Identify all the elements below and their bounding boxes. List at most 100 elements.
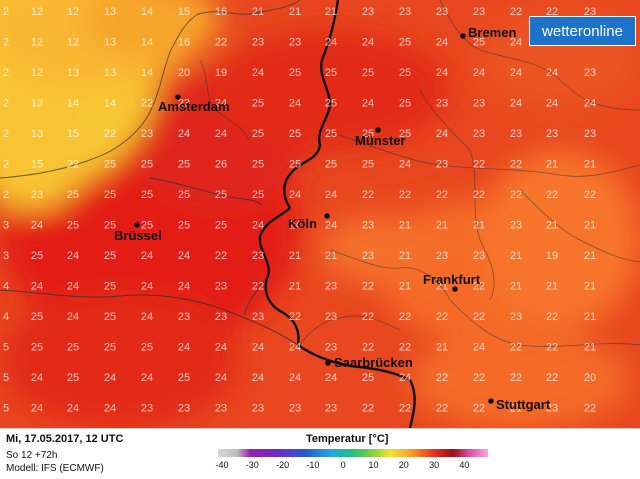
grid-value: 24 [67, 250, 79, 262]
grid-value: 23 [584, 6, 596, 18]
temperature-map: 2 12 12 13 14 15 16 21 21 21 23 23 23 23 22 22 23 2 12 12 13… [0, 0, 640, 428]
grid-value: 25 [141, 342, 153, 354]
grid-value: 25 [289, 128, 301, 140]
grid-value: 24 [31, 220, 43, 232]
state-border-6 [299, 315, 401, 346]
grid-value: 25 [289, 159, 301, 171]
grid-value: 23 [31, 189, 43, 201]
city-label: Saarbrücken [334, 355, 413, 370]
grid-value: 24 [141, 372, 153, 384]
grid-value: 21 [436, 281, 448, 293]
grid-value: 22 [141, 98, 153, 110]
grid-value: 23 [252, 37, 264, 49]
grid-value: 20 [178, 67, 190, 79]
grid-value: 24 [67, 281, 79, 293]
city-dot [460, 33, 466, 39]
grid-value: 24 [31, 372, 43, 384]
grid-value: 23 [325, 281, 337, 293]
border-lux [243, 275, 269, 316]
grid-value: 24 [215, 98, 227, 110]
state-border-7 [199, 59, 251, 141]
grid-value: 25 [178, 372, 190, 384]
footer-bar: Mi, 17.05.2017, 12 UTC So 12 +72h Modell… [0, 428, 640, 479]
city-dot [452, 286, 458, 292]
grid-value: 24 [252, 67, 264, 79]
grid-value: 21 [510, 403, 522, 415]
grid-value: 21 [289, 250, 301, 262]
grid-value: 24 [141, 311, 153, 323]
grid-value: 21 [584, 159, 596, 171]
grid-value: 24 [289, 372, 301, 384]
state-border-5 [519, 189, 640, 263]
city-label: Köln [288, 216, 317, 231]
grid-value: 23 [141, 128, 153, 140]
grid-value: 14 [104, 98, 116, 110]
grid-value: 14 [141, 37, 153, 49]
grid-value: 22 [104, 128, 116, 140]
city-dot [175, 94, 181, 100]
grid-value: 21 [510, 281, 522, 293]
grid-value: 23 [178, 403, 190, 415]
grid-value: 25 [252, 128, 264, 140]
grid-value: 22 [473, 159, 485, 171]
grid-value: 22 [473, 281, 485, 293]
wetteronline-logo[interactable]: wetteronline [529, 16, 636, 46]
grid-value: 24 [31, 281, 43, 293]
grid-value: 23 [215, 403, 227, 415]
grid-value: 24 [67, 311, 79, 323]
grid-value: 22 [584, 189, 596, 201]
grid-value: 23 [325, 342, 337, 354]
grid-value: 25 [473, 37, 485, 49]
grid-value: 25 [67, 189, 79, 201]
grid-value: 24 [141, 250, 153, 262]
grid-value: 22 [362, 281, 374, 293]
grid-value: 24 [325, 220, 337, 232]
grid-value: 23 [362, 220, 374, 232]
grid-value: 21 [436, 220, 448, 232]
grid-value: 25 [104, 250, 116, 262]
grid-value: 13 [104, 6, 116, 18]
grid-value: 24 [399, 159, 411, 171]
grid-value: 25 [104, 159, 116, 171]
grid-value: 21 [252, 6, 264, 18]
grid-value: 21 [584, 220, 596, 232]
grid-value: 21 [473, 220, 485, 232]
grid-value: 24 [289, 220, 301, 232]
legend-tick: 0 [340, 460, 346, 470]
grid-value: 23 [473, 98, 485, 110]
grid-value: 23 [399, 6, 411, 18]
grid-value: 25 [325, 159, 337, 171]
grid-value: 25 [67, 372, 79, 384]
grid-value: 23 [289, 403, 301, 415]
grid-value: 25 [325, 67, 337, 79]
legend-tick: -30 [245, 460, 259, 470]
grid-value: 25 [104, 220, 116, 232]
grid-value: 23 [436, 159, 448, 171]
legend-title: Temperatur [°C] [306, 433, 389, 445]
temperature-field [0, 0, 640, 428]
grid-value: 25 [31, 311, 43, 323]
grid-value: 5 [3, 372, 9, 384]
grid-value: 25 [399, 128, 411, 140]
state-border-2 [329, 249, 640, 347]
grid-value: 3 [3, 250, 9, 262]
grid-value: 2 [3, 67, 9, 79]
grid-value: 23 [546, 403, 558, 415]
city-label: Stuttgart [496, 397, 551, 412]
grid-value: 23 [141, 403, 153, 415]
grid-value: 22 [399, 311, 411, 323]
grid-value: 24 [325, 189, 337, 201]
grid-value: 2 [3, 128, 9, 140]
legend-tick: -10 [306, 460, 320, 470]
city-label: Münster [355, 133, 406, 148]
grid-value: 23 [436, 250, 448, 262]
grid-value: 21 [584, 250, 596, 262]
grid-value: 4 [3, 311, 9, 323]
grid-value: 14 [67, 98, 79, 110]
grid-value: 21 [546, 159, 558, 171]
grid-value: 22 [362, 403, 374, 415]
grid-value: 23 [362, 250, 374, 262]
grid-value: 25 [362, 128, 374, 140]
grid-value: 23 [252, 250, 264, 262]
grid-value: 24 [178, 342, 190, 354]
